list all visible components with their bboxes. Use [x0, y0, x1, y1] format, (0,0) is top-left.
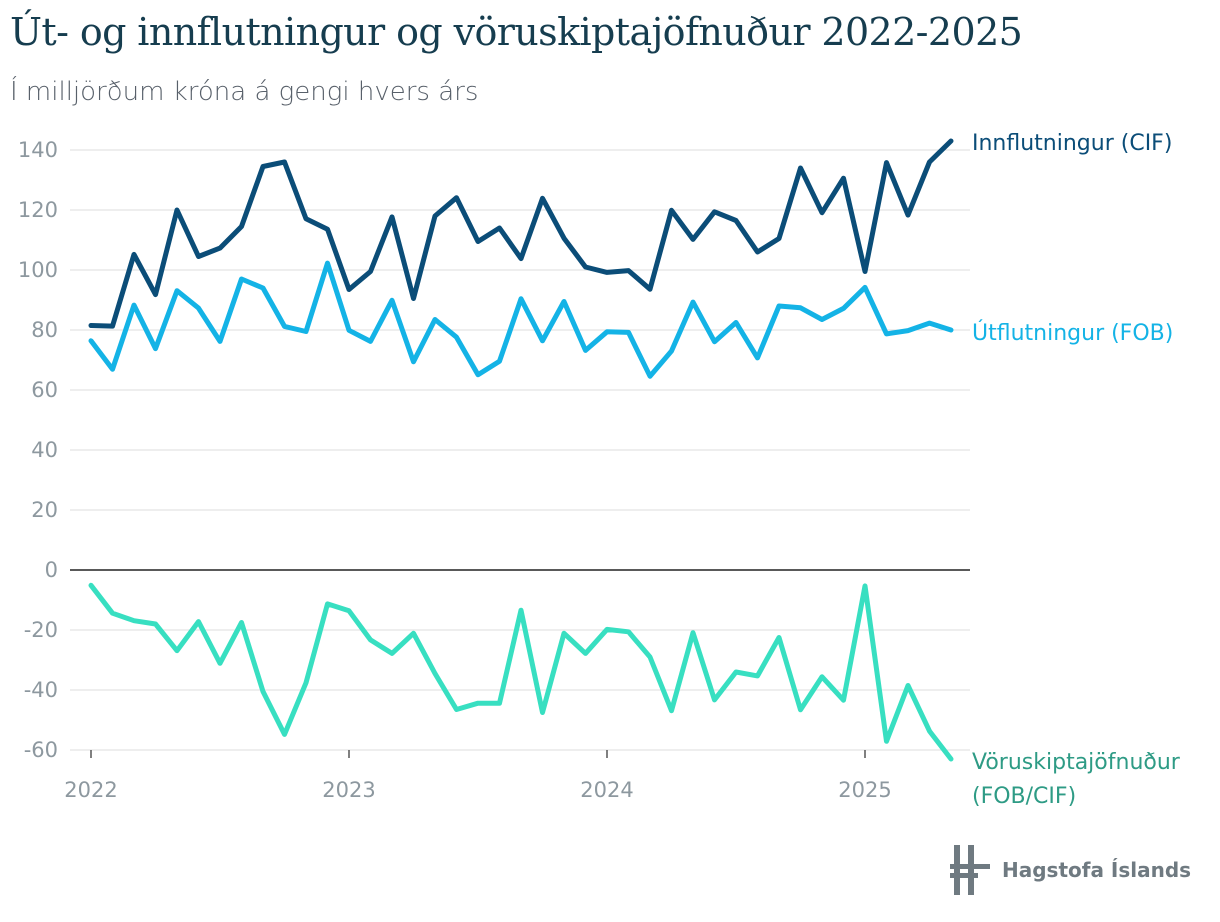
- x-tick-label: 2025: [838, 778, 891, 802]
- y-tick-label: 80: [31, 318, 58, 342]
- series-label-1: Innflutningur (CIF): [972, 131, 1172, 156]
- series-label-2: Útflutningur (FOB): [972, 320, 1173, 346]
- series-line-2: [88, 260, 954, 379]
- y-tick-label: 100: [18, 258, 58, 282]
- y-tick-label: -60: [24, 738, 58, 762]
- y-tick-label: 40: [31, 438, 58, 462]
- y-tick-label: 0: [45, 558, 58, 582]
- y-axis: 140 120 100 80 60 40 20 0 -20 -40 -60: [18, 138, 58, 762]
- x-tick-label: 2023: [322, 778, 375, 802]
- y-tick-label: 60: [31, 378, 58, 402]
- logo-text: Hagstofa Íslands: [1002, 858, 1192, 882]
- series-lines: [88, 138, 954, 762]
- y-tick-label: -40: [24, 678, 58, 702]
- chart-subtitle: Í milljörðum króna á gengi hvers árs: [10, 77, 479, 107]
- series-line-3: [88, 582, 954, 762]
- x-axis: 2022 2023 2024 2025: [64, 750, 892, 802]
- y-tick-label: -20: [24, 618, 58, 642]
- y-tick-label: 20: [31, 498, 58, 522]
- series-labels: Innflutningur (CIF) Útflutningur (FOB) Vör…: [972, 131, 1181, 809]
- series-line-1: [88, 138, 954, 329]
- x-tick-label: 2024: [580, 778, 633, 802]
- hagstofa-logo[interactable]: Hagstofa Íslands: [950, 843, 1191, 897]
- series-label-3: Vöruskiptajöfnuður (FOB/CIF): [972, 750, 1181, 809]
- hagstofa-logo-mark-icon: [950, 845, 990, 895]
- y-tick-label: 140: [18, 138, 58, 162]
- chart-title: Út- og innflutningur og vöruskiptajöfnuð…: [10, 10, 1023, 54]
- x-tick-label: 2022: [64, 778, 117, 802]
- gridlines: [70, 149, 970, 751]
- y-tick-label: 120: [18, 198, 58, 222]
